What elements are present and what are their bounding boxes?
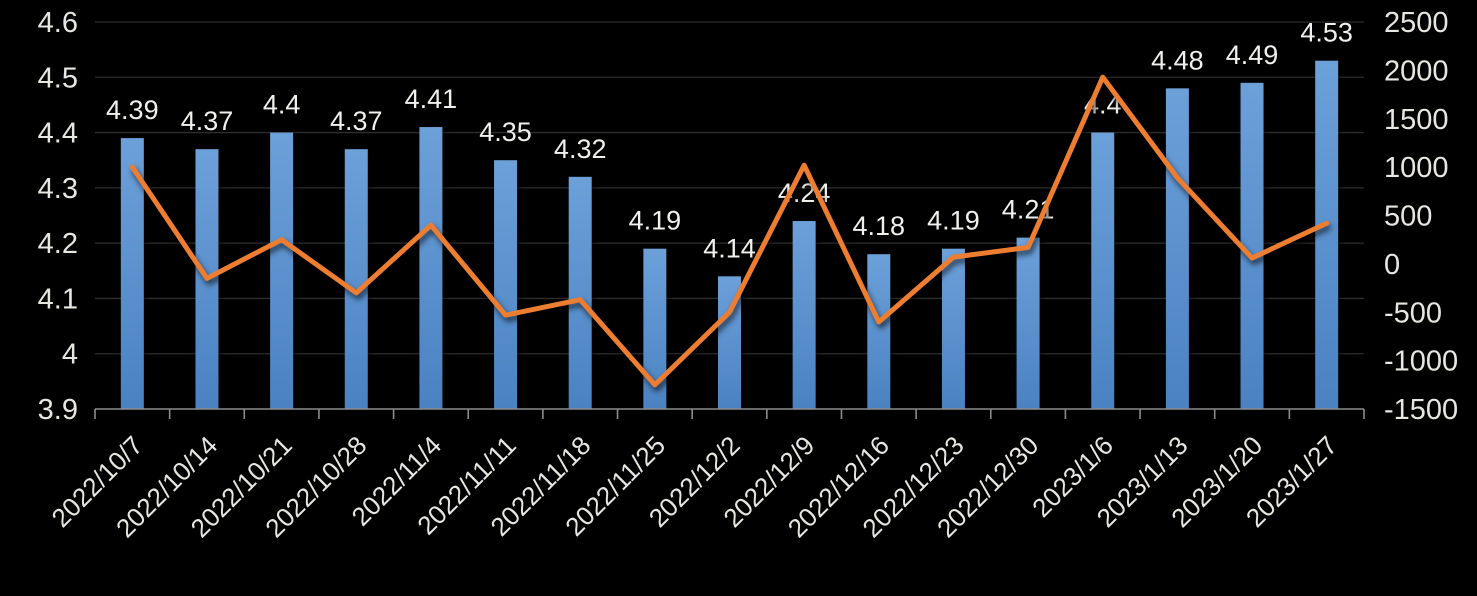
bar[interactable] bbox=[1165, 88, 1189, 409]
bar-series bbox=[120, 60, 1339, 410]
trend-line[interactable] bbox=[129, 74, 1330, 388]
bar[interactable] bbox=[419, 127, 443, 410]
y-axis-right-label: -1000 bbox=[1384, 346, 1458, 378]
bar-value-label: 4.19 bbox=[927, 206, 980, 236]
bar[interactable] bbox=[1240, 82, 1264, 410]
y-axis-left-label: 4.4 bbox=[38, 118, 78, 150]
y-axis-right-label: 0 bbox=[1384, 249, 1400, 281]
bar-value-label: 4.39 bbox=[106, 95, 159, 125]
y-axis-left-label: 3.9 bbox=[38, 394, 78, 426]
bar-value-label: 4.4 bbox=[263, 90, 301, 120]
bar[interactable] bbox=[494, 160, 518, 409]
y-axis-left-label: 4.3 bbox=[38, 173, 78, 205]
bar[interactable] bbox=[941, 248, 965, 409]
bar[interactable] bbox=[1016, 237, 1040, 409]
bar[interactable] bbox=[568, 176, 592, 409]
y-axis-right-label: -1500 bbox=[1384, 394, 1458, 426]
bar[interactable] bbox=[270, 132, 294, 410]
bar-value-label: 4.49 bbox=[1226, 40, 1279, 70]
bar[interactable] bbox=[344, 149, 368, 409]
bar[interactable] bbox=[867, 254, 891, 409]
bar[interactable] bbox=[643, 248, 667, 409]
bar-value-label: 4.14 bbox=[703, 233, 756, 263]
y-axis-right-label: 1000 bbox=[1384, 152, 1449, 184]
bar-value-label: 4.37 bbox=[181, 106, 234, 136]
y-axis-right-label: 1500 bbox=[1384, 104, 1449, 136]
y-axis-right-label: -500 bbox=[1384, 297, 1442, 329]
bar-value-label: 4.35 bbox=[479, 117, 532, 147]
bar-value-label: 4.19 bbox=[629, 206, 682, 236]
bar-value-label: 4.32 bbox=[554, 134, 607, 164]
bar[interactable] bbox=[792, 221, 816, 409]
y-axis-left-label: 4 bbox=[62, 339, 78, 371]
bar-value-label: 4.53 bbox=[1300, 18, 1353, 48]
bar[interactable] bbox=[1091, 132, 1115, 410]
y-axis-right-label: 500 bbox=[1384, 201, 1432, 233]
bar[interactable] bbox=[1315, 60, 1339, 409]
y-axis-left-label: 4.1 bbox=[38, 283, 78, 315]
y-axis-left-label: 4.5 bbox=[38, 62, 78, 94]
bar-value-label: 4.18 bbox=[853, 211, 906, 241]
y-axis-left-label: 4.6 bbox=[38, 7, 78, 39]
bar[interactable] bbox=[120, 138, 144, 409]
y-axis-right-label: 2500 bbox=[1384, 7, 1449, 39]
y-axis-left-label: 4.2 bbox=[38, 228, 78, 260]
bar-value-label: 4.48 bbox=[1151, 45, 1204, 75]
y-axis-right-label: 2000 bbox=[1384, 55, 1449, 87]
bar-value-label: 4.37 bbox=[330, 106, 383, 136]
bar[interactable] bbox=[718, 276, 741, 409]
bar-value-label: 4.41 bbox=[405, 84, 458, 114]
